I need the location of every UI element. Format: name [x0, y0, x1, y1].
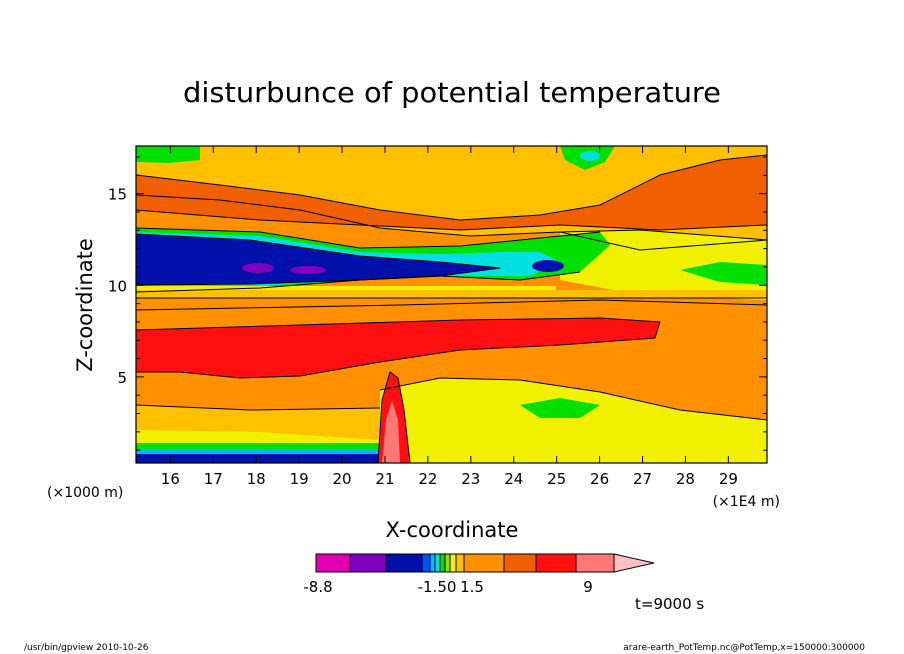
- colorbar: [315, 553, 655, 573]
- x-tick-label: 25: [547, 470, 566, 488]
- x-unit-left: (×1000 m): [47, 485, 123, 501]
- x-tick-label: 24: [504, 470, 523, 488]
- x-tick-label: 26: [590, 470, 609, 488]
- colorbar-segment: [439, 553, 446, 573]
- colorbar-label: 1.5: [460, 578, 484, 596]
- footer-right: arare-earth_PotTemp.nc@PotTemp,x=150000:…: [623, 643, 865, 653]
- colorbar-label: -1.50: [418, 578, 457, 596]
- colorbar-segment: [315, 553, 351, 573]
- colorbar-segment: [575, 553, 615, 573]
- x-tick-label: 23: [461, 470, 480, 488]
- colorbar-segment: [455, 553, 465, 573]
- y-tick-label: 15: [108, 186, 127, 204]
- footer-left: /usr/bin/gpview 2010-10-26: [24, 643, 149, 653]
- colorbar-segment: [421, 553, 431, 573]
- colorbar-segment: [463, 553, 505, 573]
- x-tick-label: 19: [290, 470, 309, 488]
- x-tick-label: 16: [161, 470, 180, 488]
- colorbar-label: -8.8: [303, 578, 332, 596]
- colorbar-labels: -8.8 -1.50 1.5 9: [303, 578, 592, 596]
- x-tick-label: 17: [204, 470, 223, 488]
- x-tick-label: 21: [375, 470, 394, 488]
- y-axis: 5 10 15: [108, 156, 767, 451]
- colorbar-segment: [503, 553, 537, 573]
- plot-frame: [135, 145, 768, 464]
- x-axis: 16 17 18 19 20 21 22 23 24 25 26 27 28 29: [161, 146, 738, 488]
- x-axis-label: X-coordinate: [386, 518, 519, 542]
- colorbar-segment: [535, 553, 577, 573]
- x-tick-label: 29: [719, 470, 738, 488]
- colorbar-arrow: [613, 553, 655, 573]
- x-tick-label: 27: [633, 470, 652, 488]
- x-tick-label: 28: [676, 470, 695, 488]
- x-tick-label: 22: [418, 470, 437, 488]
- colorbar-segment: [385, 553, 423, 573]
- y-tick-label: 5: [117, 369, 127, 387]
- y-axis-label: Z-coordinate: [73, 238, 97, 372]
- colorbar-label: 9: [583, 578, 593, 596]
- colorbar-segment: [449, 553, 457, 573]
- colorbar-segment: [349, 553, 387, 573]
- contour-field: [136, 146, 767, 463]
- colorbar-segment: [429, 553, 436, 573]
- y-tick-label: 10: [108, 277, 127, 295]
- time-annotation: t=9000 s: [635, 595, 704, 613]
- x-tick-label: 18: [247, 470, 266, 488]
- x-unit-right: (×1E4 m): [713, 494, 780, 510]
- colorbar-segment: [434, 553, 441, 573]
- chart-title: disturbunce of potential temperature: [183, 76, 721, 109]
- x-tick-label: 20: [332, 470, 351, 488]
- colorbar-segment: [444, 553, 451, 573]
